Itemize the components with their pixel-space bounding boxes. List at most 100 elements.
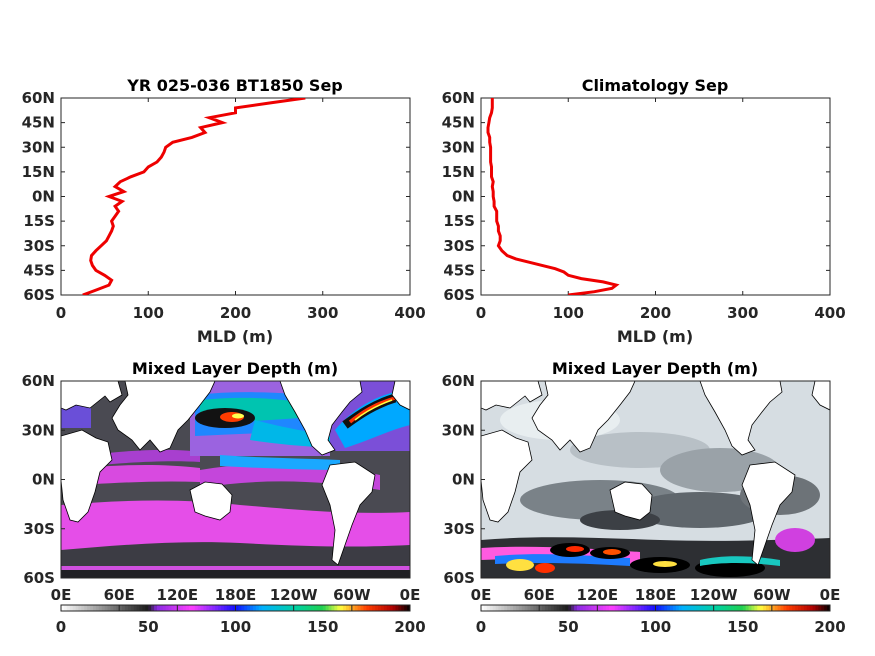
colorbar-cell xyxy=(789,605,793,611)
x-tick-label: 300 xyxy=(727,304,758,322)
y-tick-label: 30N xyxy=(442,138,475,156)
lon-tick-label: 0E xyxy=(820,586,841,604)
colorbar-cell xyxy=(649,605,654,611)
colorbar-cell xyxy=(142,605,146,611)
y-tick-label: 30S xyxy=(443,520,475,538)
colorbar-cell xyxy=(530,605,534,611)
colorbar-cell xyxy=(670,605,674,611)
colorbar-cell xyxy=(122,605,126,611)
y-tick-label: 30N xyxy=(22,421,55,439)
colorbar-cell xyxy=(401,605,405,611)
colorbar-cell xyxy=(713,605,718,611)
colorbar-cell xyxy=(348,605,353,611)
colorbar-cell xyxy=(133,605,138,611)
y-tick-label: 30N xyxy=(22,138,55,156)
lon-tick-label: 120W xyxy=(270,586,318,604)
colorbar-cell xyxy=(154,605,158,611)
colorbar-cell xyxy=(366,605,370,611)
colorbar-tick-label: 50 xyxy=(558,618,579,636)
colorbar-cell xyxy=(739,605,744,611)
colorbar-cell xyxy=(498,605,502,611)
colorbar-cell xyxy=(232,605,236,611)
colorbar-cell xyxy=(360,605,364,611)
colorbar-cell xyxy=(495,605,499,611)
colorbar-cell xyxy=(148,605,152,611)
x-axis-label: MLD (m) xyxy=(617,327,693,346)
x-tick-label: 400 xyxy=(394,304,425,322)
colorbar-cell xyxy=(510,605,514,611)
colorbar-cell xyxy=(704,605,709,611)
y-tick-label: 0N xyxy=(452,471,475,489)
colorbar-cell xyxy=(404,605,408,611)
colorbar-cell xyxy=(264,605,268,611)
colorbar-cell xyxy=(107,605,111,611)
y-tick-label: 60N xyxy=(22,372,55,390)
mld-profile-line-climatology xyxy=(486,98,620,295)
colorbar-cell xyxy=(559,605,563,611)
colorbar-cell xyxy=(316,605,321,611)
lon-tick-label: 180E xyxy=(215,586,257,604)
colorbar-cell xyxy=(486,605,491,611)
colorbar-cell xyxy=(171,605,175,611)
colorbar-cell xyxy=(87,605,91,611)
colorbar-cell xyxy=(640,605,645,611)
tick-marks: 60S 30S 0N 30N 60N xyxy=(442,372,485,587)
colorbar-cell xyxy=(783,605,787,611)
lon-tick-label: 120E xyxy=(157,586,199,604)
map-title-model: Mixed Layer Depth (m) xyxy=(132,359,338,378)
y-tick-label: 15N xyxy=(442,163,475,181)
colorbar-cell xyxy=(139,605,143,611)
colorbar-cell xyxy=(212,605,216,611)
colorbar-tick-label: 200 xyxy=(394,618,425,636)
colorbar-cell xyxy=(702,605,706,611)
colorbar-cell xyxy=(725,605,729,611)
y-tick-label: 45N xyxy=(442,114,475,132)
x-tick-label: 300 xyxy=(307,304,338,322)
colorbar-cell xyxy=(678,605,683,611)
y-tick-label: 60S xyxy=(443,569,475,587)
colorbar-cell xyxy=(800,605,805,611)
colorbar-cell xyxy=(597,605,601,611)
land-mask-climatology xyxy=(481,381,830,566)
colorbar-cell xyxy=(63,605,68,611)
colorbar-cell xyxy=(568,605,572,611)
colorbar-cell xyxy=(664,605,668,611)
colorbar-cell xyxy=(521,605,526,611)
x-tick-label: 400 xyxy=(814,304,845,322)
colorbar-cell xyxy=(524,605,529,611)
colorbar-cell xyxy=(635,605,639,611)
colorbar-cell xyxy=(61,605,65,611)
colorbar-cell xyxy=(481,605,485,611)
colorbar-cell xyxy=(815,605,819,611)
colorbar-cell xyxy=(183,605,187,611)
colorbar-cell xyxy=(282,605,286,611)
lon-tick-label: 180E xyxy=(635,586,677,604)
colorbar-tick-label: 150 xyxy=(727,618,758,636)
colorbar-cell xyxy=(620,605,625,611)
colorbar-cell xyxy=(311,605,315,611)
map-panel-climatology: Mixed Layer Depth (m) xyxy=(442,359,846,636)
colorbar-cell xyxy=(658,605,662,611)
y-tick-label: 45S xyxy=(443,261,475,279)
lon-tick-label: 60W xyxy=(333,586,371,604)
colorbar-tick-label: 150 xyxy=(307,618,338,636)
colorbar-cell xyxy=(760,605,764,611)
colorbar-cell xyxy=(632,605,636,611)
colorbar-cell xyxy=(343,605,347,611)
colorbar-cell xyxy=(186,605,190,611)
colorbar-cell xyxy=(110,605,114,611)
colorbar-cell xyxy=(84,605,88,611)
y-tick-label: 60S xyxy=(23,569,55,587)
y-tick-label: 15N xyxy=(22,163,55,181)
colorbar-cell xyxy=(215,605,219,611)
colorbar-cell xyxy=(734,605,738,611)
colorbar-cell xyxy=(795,605,799,611)
colorbar-cell xyxy=(603,605,607,611)
colorbar-cell xyxy=(203,605,207,611)
colorbar-cell xyxy=(244,605,248,611)
colorbar-cell xyxy=(757,605,761,611)
colorbar-cell xyxy=(255,605,260,611)
y-tick-label: 60N xyxy=(22,89,55,107)
colorbar-cell xyxy=(611,605,616,611)
